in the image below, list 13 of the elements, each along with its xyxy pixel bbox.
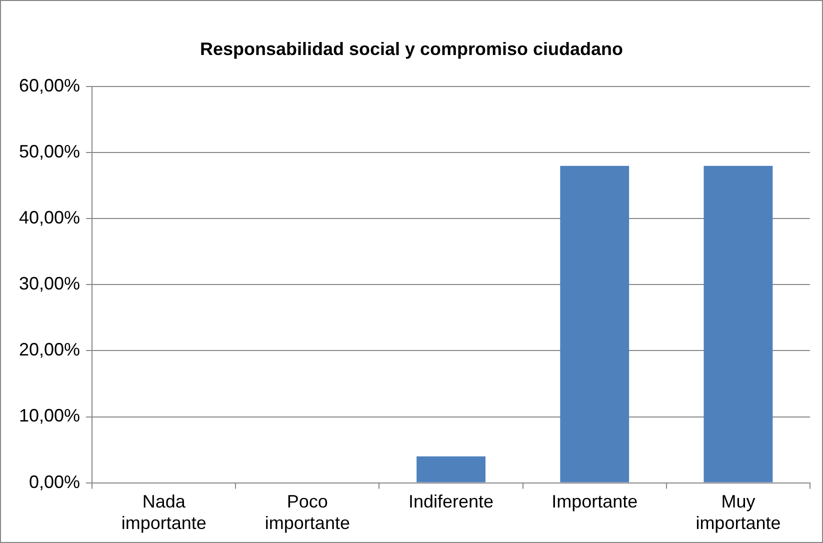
x-tick-label: Indiferente bbox=[408, 492, 494, 512]
x-tick-label: Nada importante bbox=[121, 492, 206, 534]
x-tick-label: Poco importante bbox=[264, 492, 350, 534]
y-tick-label: 40,00% bbox=[18, 208, 80, 228]
y-tick-label: 60,00% bbox=[18, 76, 80, 96]
y-tick-label: 30,00% bbox=[18, 274, 80, 294]
x-tick-label: Muy importante bbox=[696, 492, 781, 534]
x-tick-label: Importante bbox=[552, 492, 638, 512]
y-tick-label: 10,00% bbox=[18, 406, 80, 426]
chart-title: Responsabilidad social y compromiso ciudadano bbox=[200, 38, 624, 59]
y-tick-label: 20,00% bbox=[18, 340, 80, 360]
y-tick-label: 50,00% bbox=[18, 142, 80, 162]
y-tick-label: 0,00% bbox=[29, 472, 80, 492]
